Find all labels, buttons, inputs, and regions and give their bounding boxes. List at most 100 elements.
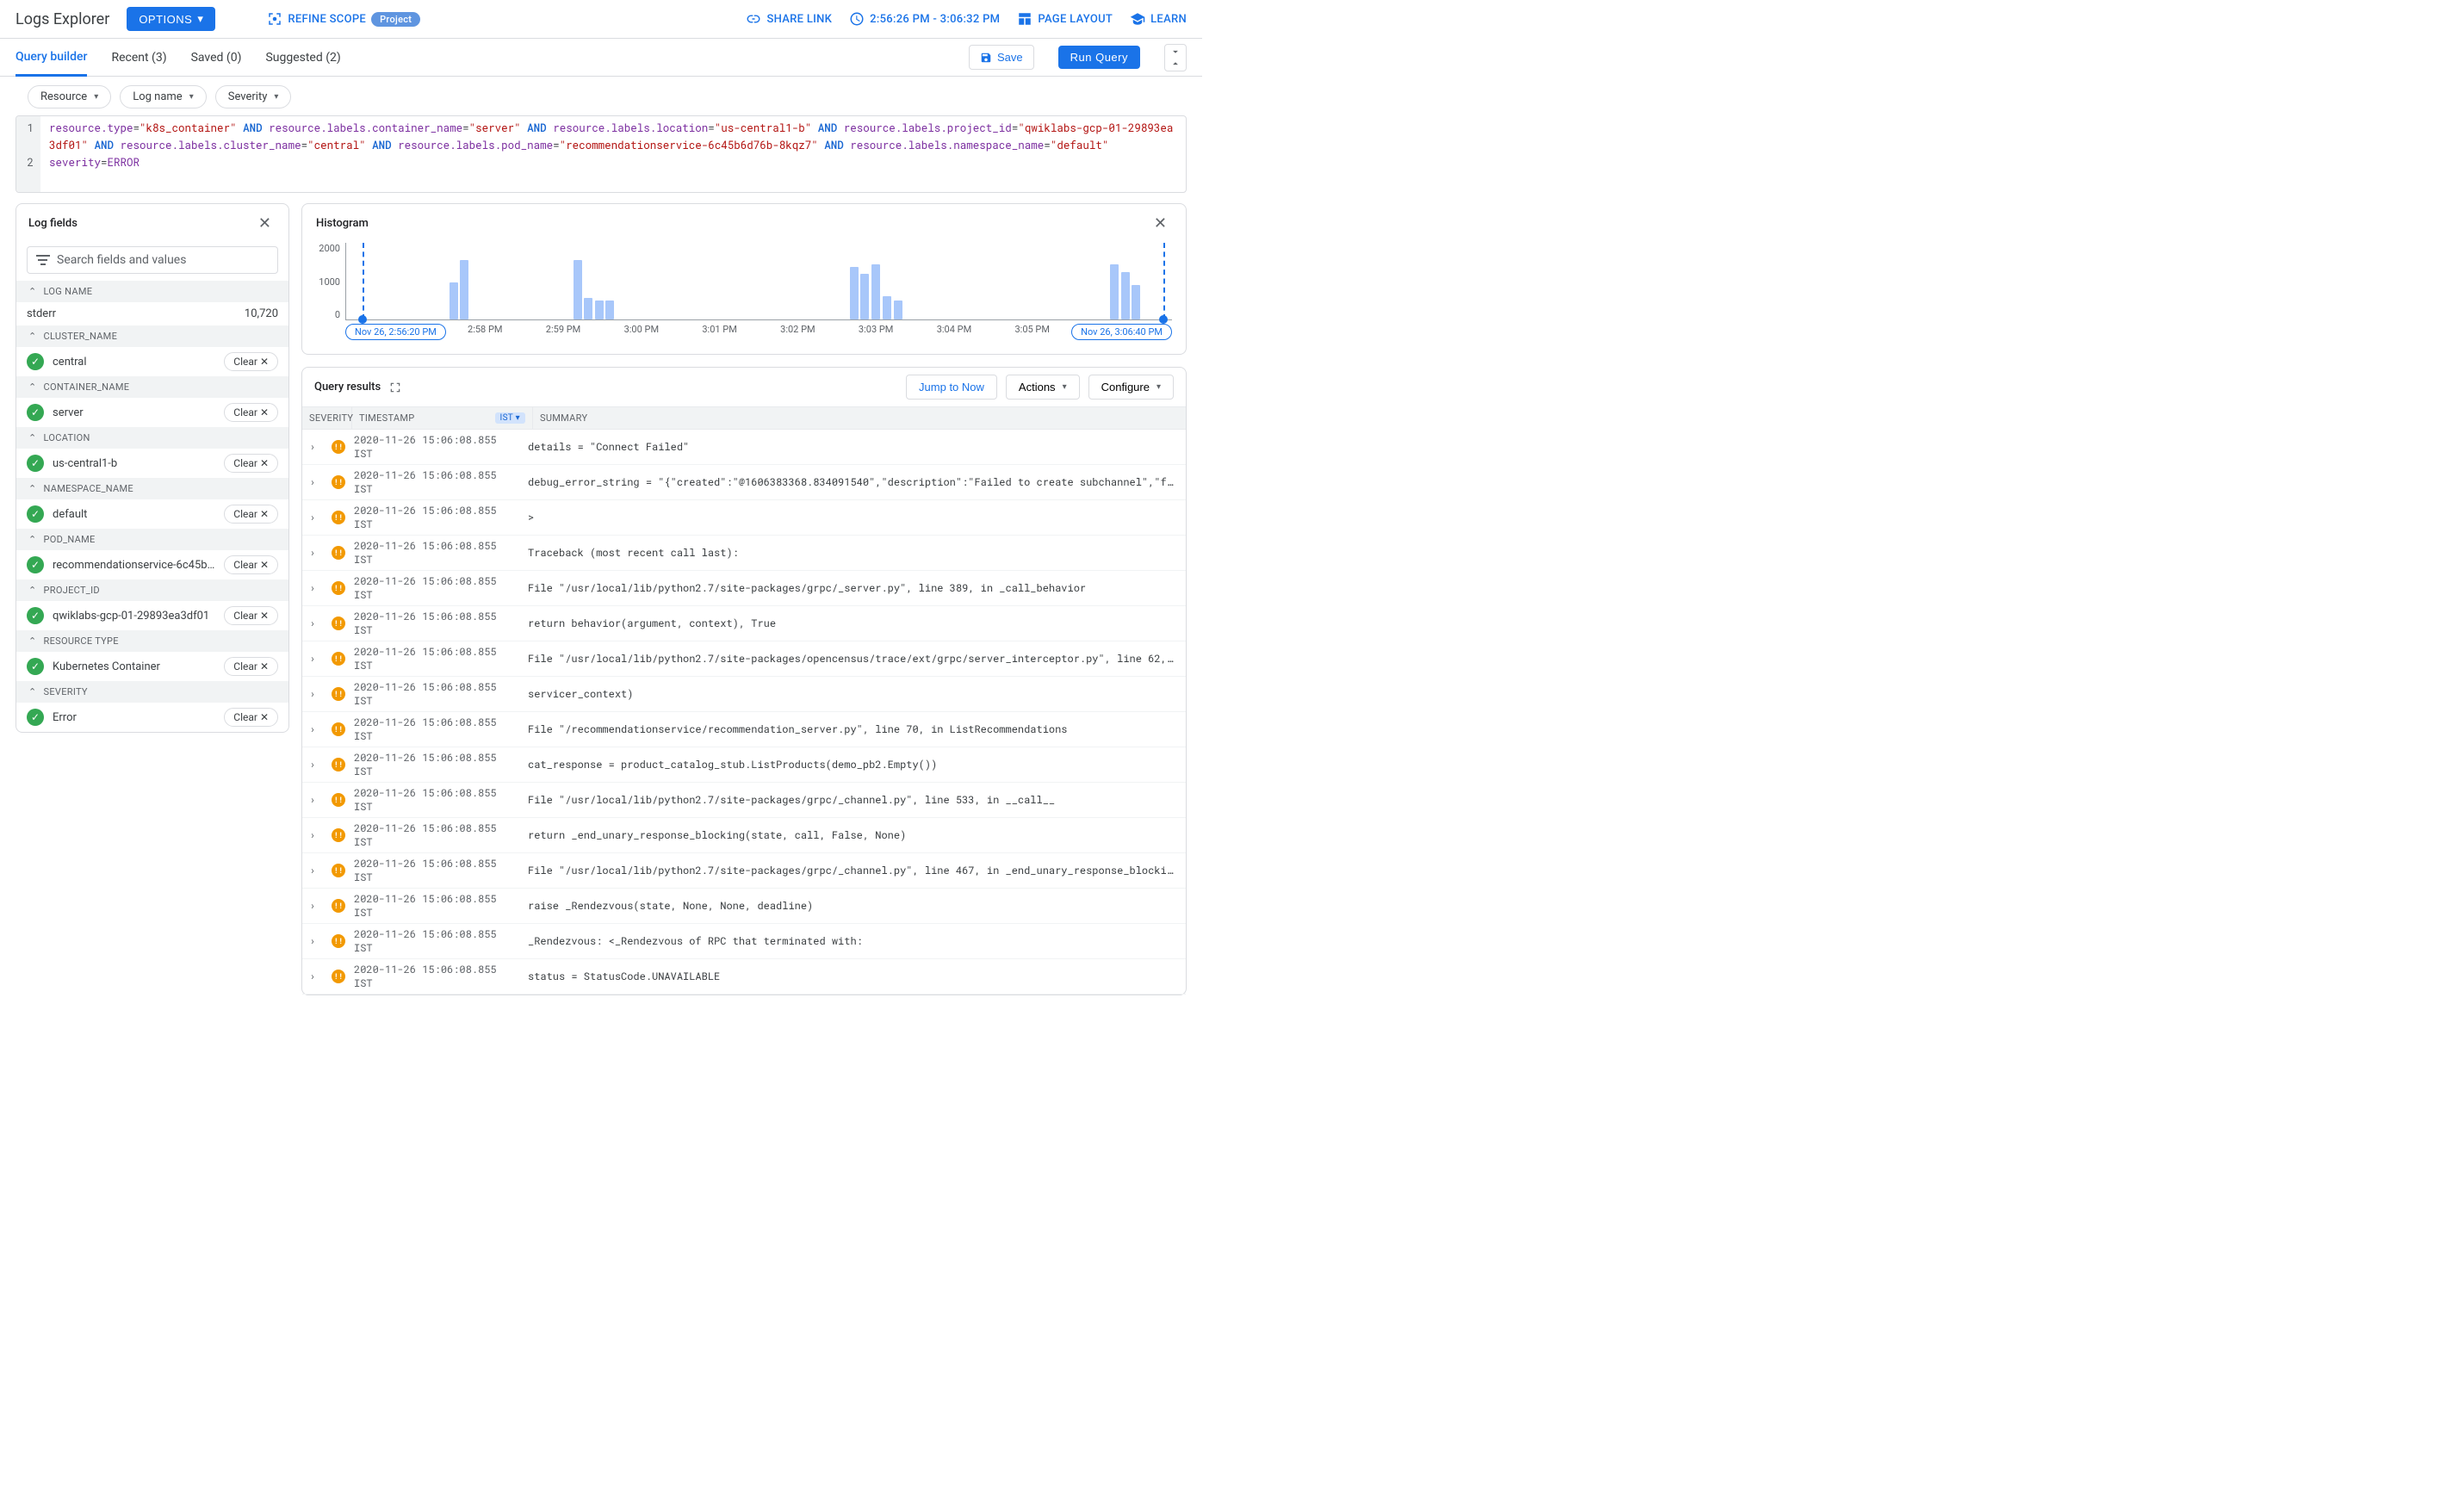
- refine-scope-button[interactable]: REFINE SCOPE Project: [267, 11, 420, 27]
- histogram-bar[interactable]: [1121, 272, 1130, 319]
- expand-row-icon[interactable]: ›: [302, 860, 323, 881]
- histogram-bar[interactable]: [860, 274, 869, 319]
- options-button[interactable]: OPTIONS ▾: [127, 7, 215, 31]
- histogram-bar[interactable]: [584, 298, 592, 319]
- editor-body[interactable]: resource.type="k8s_container" AND resour…: [40, 116, 1186, 192]
- chip-severity[interactable]: Severity: [215, 85, 292, 108]
- expand-row-icon[interactable]: ›: [302, 578, 323, 598]
- expand-row-icon[interactable]: ›: [302, 719, 323, 740]
- expand-row-icon[interactable]: ›: [302, 790, 323, 810]
- log-row[interactable]: ›!!2020-11-26 15:06:08.855 ISTFile "/rec…: [302, 712, 1186, 747]
- field-row[interactable]: ✓defaultClear ✕: [16, 499, 288, 529]
- expand-row-icon[interactable]: ›: [302, 895, 323, 916]
- histogram-bar[interactable]: [460, 260, 468, 319]
- page-layout-button[interactable]: PAGE LAYOUT: [1017, 11, 1113, 27]
- share-link-button[interactable]: SHARE LINK: [746, 11, 832, 27]
- field-row[interactable]: ✓recommendationservice-6c45b...Clear ✕: [16, 550, 288, 579]
- timezone-badge[interactable]: IST ▾: [495, 412, 525, 424]
- clear-button[interactable]: Clear ✕: [224, 352, 278, 371]
- range-start-handle[interactable]: [358, 315, 367, 324]
- expand-collapse-toggle[interactable]: [1164, 44, 1187, 71]
- range-end-chip[interactable]: Nov 26, 3:06:40 PM: [1071, 324, 1172, 340]
- clear-button[interactable]: Clear ✕: [224, 555, 278, 574]
- field-row[interactable]: ✓serverClear ✕: [16, 398, 288, 427]
- clear-button[interactable]: Clear ✕: [224, 657, 278, 676]
- expand-row-icon[interactable]: ›: [302, 542, 323, 563]
- expand-row-icon[interactable]: ›: [302, 648, 323, 669]
- section-head[interactable]: ⌃NAMESPACE_NAME: [16, 478, 288, 499]
- expand-row-icon[interactable]: ›: [302, 684, 323, 704]
- tab-suggested[interactable]: Suggested (2): [265, 40, 340, 75]
- log-row[interactable]: ›!!2020-11-26 15:06:08.855 ISTdebug_erro…: [302, 465, 1186, 500]
- field-row[interactable]: ✓Kubernetes ContainerClear ✕: [16, 652, 288, 681]
- clear-button[interactable]: Clear ✕: [224, 708, 278, 727]
- field-row[interactable]: ✓centralClear ✕: [16, 347, 288, 376]
- histogram-bar[interactable]: [850, 267, 859, 319]
- histogram-plot[interactable]: [345, 243, 1172, 320]
- log-row[interactable]: ›!!2020-11-26 15:06:08.855 ISTFile "/usr…: [302, 641, 1186, 677]
- expand-row-icon[interactable]: ›: [302, 754, 323, 775]
- log-row[interactable]: ›!!2020-11-26 15:06:08.855 ISTFile "/usr…: [302, 571, 1186, 606]
- expand-row-icon[interactable]: ›: [302, 931, 323, 951]
- field-row[interactable]: ✓qwiklabs-gcp-01-29893ea3df01Clear ✕: [16, 601, 288, 630]
- section-head[interactable]: ⌃LOG NAME: [16, 281, 288, 302]
- run-query-button[interactable]: Run Query: [1058, 46, 1140, 69]
- tab-recent[interactable]: Recent (3): [111, 40, 166, 75]
- log-row[interactable]: ›!!2020-11-26 15:06:08.855 ISTraise _Ren…: [302, 889, 1186, 924]
- configure-button[interactable]: Configure: [1088, 375, 1174, 400]
- clear-button[interactable]: Clear ✕: [224, 403, 278, 422]
- expand-row-icon[interactable]: ›: [302, 825, 323, 846]
- log-row[interactable]: ›!!2020-11-26 15:06:08.855 ISTTraceback …: [302, 536, 1186, 571]
- expand-icon[interactable]: [389, 381, 401, 393]
- chip-log-name[interactable]: Log name: [120, 85, 207, 108]
- expand-row-icon[interactable]: ›: [302, 966, 323, 987]
- section-head[interactable]: ⌃CONTAINER_NAME: [16, 376, 288, 398]
- histogram-bar[interactable]: [894, 301, 902, 319]
- log-row[interactable]: ›!!2020-11-26 15:06:08.855 IST_Rendezvou…: [302, 924, 1186, 959]
- histogram-bar[interactable]: [574, 260, 582, 319]
- log-row[interactable]: ›!!2020-11-26 15:06:08.855 ISTreturn _en…: [302, 818, 1186, 853]
- section-head[interactable]: ⌃PROJECT_ID: [16, 579, 288, 601]
- section-head[interactable]: ⌃CLUSTER_NAME: [16, 325, 288, 347]
- clear-button[interactable]: Clear ✕: [224, 505, 278, 524]
- histogram-bar[interactable]: [883, 296, 891, 319]
- histogram-bar[interactable]: [595, 301, 604, 319]
- field-row[interactable]: ✓ErrorClear ✕: [16, 703, 288, 732]
- expand-row-icon[interactable]: ›: [302, 472, 323, 493]
- section-head[interactable]: ⌃POD_NAME: [16, 529, 288, 550]
- histogram-bar[interactable]: [871, 264, 880, 319]
- tab-query-builder[interactable]: Query builder: [16, 40, 87, 77]
- log-row[interactable]: ›!!2020-11-26 15:06:08.855 ISTdetails = …: [302, 430, 1186, 465]
- col-severity[interactable]: SEVERITY: [302, 407, 352, 429]
- log-row[interactable]: ›!!2020-11-26 15:06:08.855 ISTservicer_c…: [302, 677, 1186, 712]
- search-fields-input[interactable]: Search fields and values: [27, 246, 278, 274]
- save-button[interactable]: Save: [969, 45, 1034, 70]
- log-row[interactable]: ›!!2020-11-26 15:06:08.855 ISTcat_respon…: [302, 747, 1186, 783]
- section-head[interactable]: ⌃SEVERITY: [16, 681, 288, 703]
- expand-row-icon[interactable]: ›: [302, 507, 323, 528]
- histogram-bar[interactable]: [1132, 285, 1140, 319]
- log-row[interactable]: ›!!2020-11-26 15:06:08.855 IST>: [302, 500, 1186, 536]
- col-summary[interactable]: SUMMARY: [533, 407, 1186, 429]
- field-row[interactable]: ✓us-central1-bClear ✕: [16, 449, 288, 478]
- histogram-bar[interactable]: [450, 282, 458, 319]
- section-head[interactable]: ⌃RESOURCE TYPE: [16, 630, 288, 652]
- histogram-bar[interactable]: [605, 301, 614, 319]
- actions-button[interactable]: Actions: [1006, 375, 1080, 400]
- section-head[interactable]: ⌃LOCATION: [16, 427, 288, 449]
- time-range-button[interactable]: 2:56:26 PM - 3:06:32 PM: [849, 11, 1000, 27]
- chip-resource[interactable]: Resource: [28, 85, 111, 108]
- log-row[interactable]: ›!!2020-11-26 15:06:08.855 ISTFile "/usr…: [302, 783, 1186, 818]
- tab-saved[interactable]: Saved (0): [191, 40, 242, 75]
- range-end-handle[interactable]: [1159, 315, 1168, 324]
- range-start-chip[interactable]: Nov 26, 2:56:20 PM: [345, 324, 446, 340]
- close-icon[interactable]: ✕: [253, 213, 276, 234]
- clear-button[interactable]: Clear ✕: [224, 606, 278, 625]
- expand-row-icon[interactable]: ›: [302, 613, 323, 634]
- jump-to-now-button[interactable]: Jump to Now: [906, 375, 997, 400]
- expand-row-icon[interactable]: ›: [302, 437, 323, 457]
- col-timestamp[interactable]: TIMESTAMP IST ▾: [352, 407, 533, 429]
- clear-button[interactable]: Clear ✕: [224, 454, 278, 473]
- query-editor[interactable]: 1 2 resource.type="k8s_container" AND re…: [16, 115, 1187, 193]
- range-end-line[interactable]: [1163, 243, 1165, 319]
